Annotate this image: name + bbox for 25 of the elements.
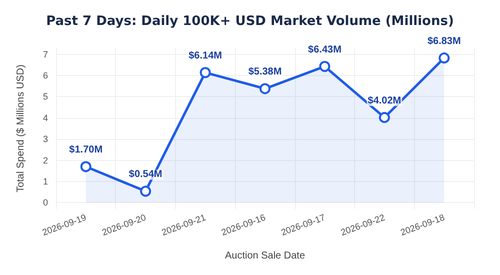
- point: [378, 112, 390, 123]
- y-tick-label: 5: [42, 92, 48, 102]
- point: [200, 67, 211, 78]
- data-label: $1.70M: [69, 144, 103, 156]
- data-label: $0.54M: [128, 169, 162, 180]
- point: [260, 83, 270, 94]
- data-label: $6.43M: [308, 44, 342, 56]
- point: [438, 52, 450, 64]
- y-tick-label: 1: [42, 176, 48, 186]
- x-axis-title: Auction Sale Date: [224, 250, 306, 262]
- y-tick-label: 0: [42, 198, 48, 208]
- y-tick-label: 4: [42, 112, 48, 123]
- y-tick-label: 3: [42, 134, 48, 144]
- point: [319, 60, 330, 72]
- y-tick-label: 7: [42, 49, 48, 60]
- data-label: $6.14M: [188, 50, 222, 62]
- y-tick-label: 6: [42, 70, 48, 81]
- point: [80, 161, 92, 172]
- y-axis-title: Total Spend ($ Millions USD): [16, 64, 26, 192]
- data-label: $6.83M: [427, 36, 461, 47]
- point: [140, 186, 152, 197]
- data-label: $4.02M: [368, 95, 402, 106]
- chart-title: Past 7 Days: Daily 100K+ USD Market Volume (Millions): [46, 14, 454, 29]
- y-tick-label: 2: [42, 155, 48, 166]
- data-label: $5.38M: [248, 66, 282, 78]
